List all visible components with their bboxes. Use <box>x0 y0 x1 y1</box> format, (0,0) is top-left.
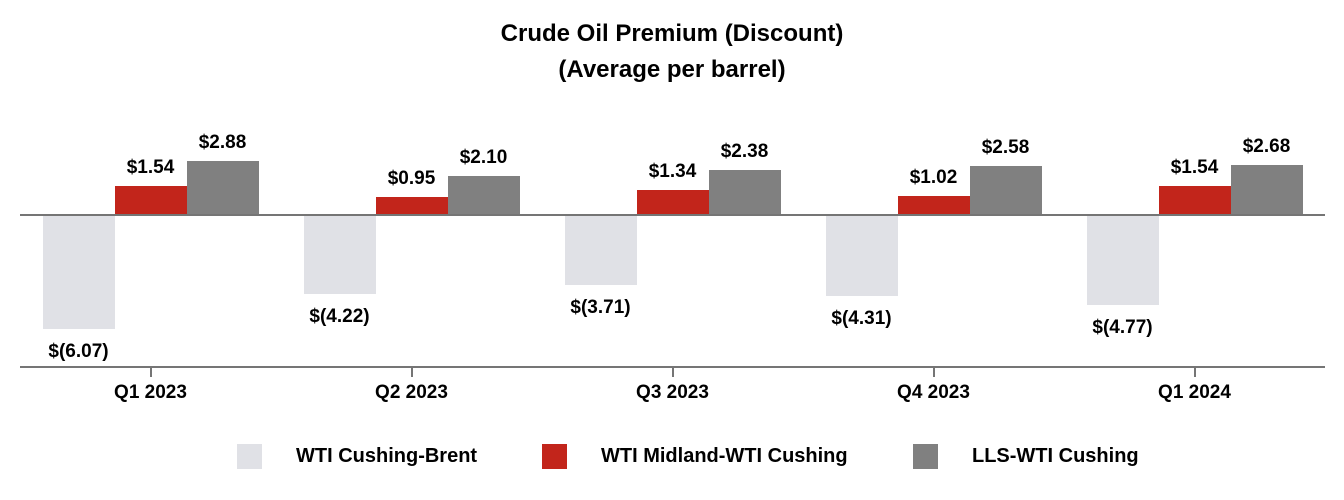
bar-wti-midland-wti-cushing-q2-2023 <box>375 197 448 215</box>
legend-item-lls-wti-cushing: LLS-WTI Cushing <box>913 443 1139 469</box>
legend-item-wti-midland-wti-cushing: WTI Midland-WTI Cushing <box>542 443 848 469</box>
legend-label-wti-cushing-brent: WTI Cushing-Brent <box>296 444 478 467</box>
bar-wti-cushing-brent-q1-2023 <box>42 215 115 329</box>
x-axis-line <box>20 366 1325 368</box>
value-label-wti-midland-wti-cushing-q1-2023: $1.54 <box>126 157 175 178</box>
bar-wti-midland-wti-cushing-q4-2023 <box>897 196 970 215</box>
x-tick-label-q4-2023: Q4 2023 <box>897 382 970 403</box>
chart-title: Crude Oil Premium (Discount) (Average pe… <box>0 16 1344 88</box>
value-label-wti-cushing-brent-q2-2023: $(4.22) <box>309 306 370 327</box>
value-label-lls-wti-cushing-q4-2023: $2.58 <box>981 137 1030 158</box>
value-label-lls-wti-cushing-q2-2023: $2.10 <box>459 147 508 168</box>
x-tick-label-q1-2024: Q1 2024 <box>1158 382 1231 403</box>
legend-swatch-wti-midland-wti-cushing <box>542 443 567 469</box>
bar-lls-wti-cushing-q3-2023 <box>708 170 781 215</box>
x-tick-label-q3-2023: Q3 2023 <box>636 382 709 403</box>
value-label-wti-midland-wti-cushing-q4-2023: $1.02 <box>909 167 958 188</box>
zero-baseline-axis <box>20 214 1325 216</box>
bar-wti-cushing-brent-q1-2024 <box>1086 215 1159 305</box>
value-label-lls-wti-cushing-q1-2023: $2.88 <box>198 132 247 153</box>
bar-wti-cushing-brent-q2-2023 <box>303 215 376 294</box>
bar-wti-midland-wti-cushing-q1-2024 <box>1158 186 1231 215</box>
legend-swatch-lls-wti-cushing <box>913 443 938 469</box>
bar-wti-cushing-brent-q4-2023 <box>825 215 898 296</box>
value-label-wti-midland-wti-cushing-q1-2024: $1.54 <box>1170 157 1219 178</box>
value-label-wti-cushing-brent-q4-2023: $(4.31) <box>831 308 892 329</box>
x-tick-label-q2-2023: Q2 2023 <box>375 382 448 403</box>
x-tick-mark-q1-2023 <box>149 368 152 377</box>
value-label-wti-midland-wti-cushing-q3-2023: $1.34 <box>648 161 697 182</box>
chart-title-line1: Crude Oil Premium (Discount) <box>500 20 844 47</box>
x-tick-label-q1-2023: Q1 2023 <box>114 382 187 403</box>
legend-item-wti-cushing-brent: WTI Cushing-Brent <box>237 443 477 469</box>
x-tick-mark-q2-2023 <box>410 368 413 377</box>
bar-lls-wti-cushing-q1-2023 <box>186 161 259 215</box>
value-label-lls-wti-cushing-q1-2024: $2.68 <box>1242 136 1291 157</box>
legend-label-lls-wti-cushing: LLS-WTI Cushing <box>972 444 1139 467</box>
bar-lls-wti-cushing-q1-2024 <box>1230 165 1303 215</box>
bar-wti-midland-wti-cushing-q1-2023 <box>114 186 187 215</box>
legend: WTI Cushing-Brent WTI Midland-WTI Cushing… <box>0 443 1344 469</box>
value-label-wti-cushing-brent-q1-2024: $(4.77) <box>1092 317 1153 338</box>
value-label-wti-cushing-brent-q1-2023: $(6.07) <box>48 341 109 362</box>
chart-title-line2: (Average per barrel) <box>558 56 786 83</box>
bar-lls-wti-cushing-q4-2023 <box>969 166 1042 215</box>
legend-label-wti-midland-wti-cushing: WTI Midland-WTI Cushing <box>601 444 848 467</box>
bar-lls-wti-cushing-q2-2023 <box>447 176 520 215</box>
bar-wti-cushing-brent-q3-2023 <box>564 215 637 285</box>
legend-swatch-wti-cushing-brent <box>237 443 262 469</box>
value-label-wti-midland-wti-cushing-q2-2023: $0.95 <box>387 168 436 189</box>
value-label-wti-cushing-brent-q3-2023: $(3.71) <box>570 297 631 318</box>
value-label-lls-wti-cushing-q3-2023: $2.38 <box>720 141 769 162</box>
x-tick-mark-q4-2023 <box>932 368 935 377</box>
bar-wti-midland-wti-cushing-q3-2023 <box>636 190 709 215</box>
x-tick-mark-q1-2024 <box>1193 368 1196 377</box>
x-tick-mark-q3-2023 <box>671 368 674 377</box>
